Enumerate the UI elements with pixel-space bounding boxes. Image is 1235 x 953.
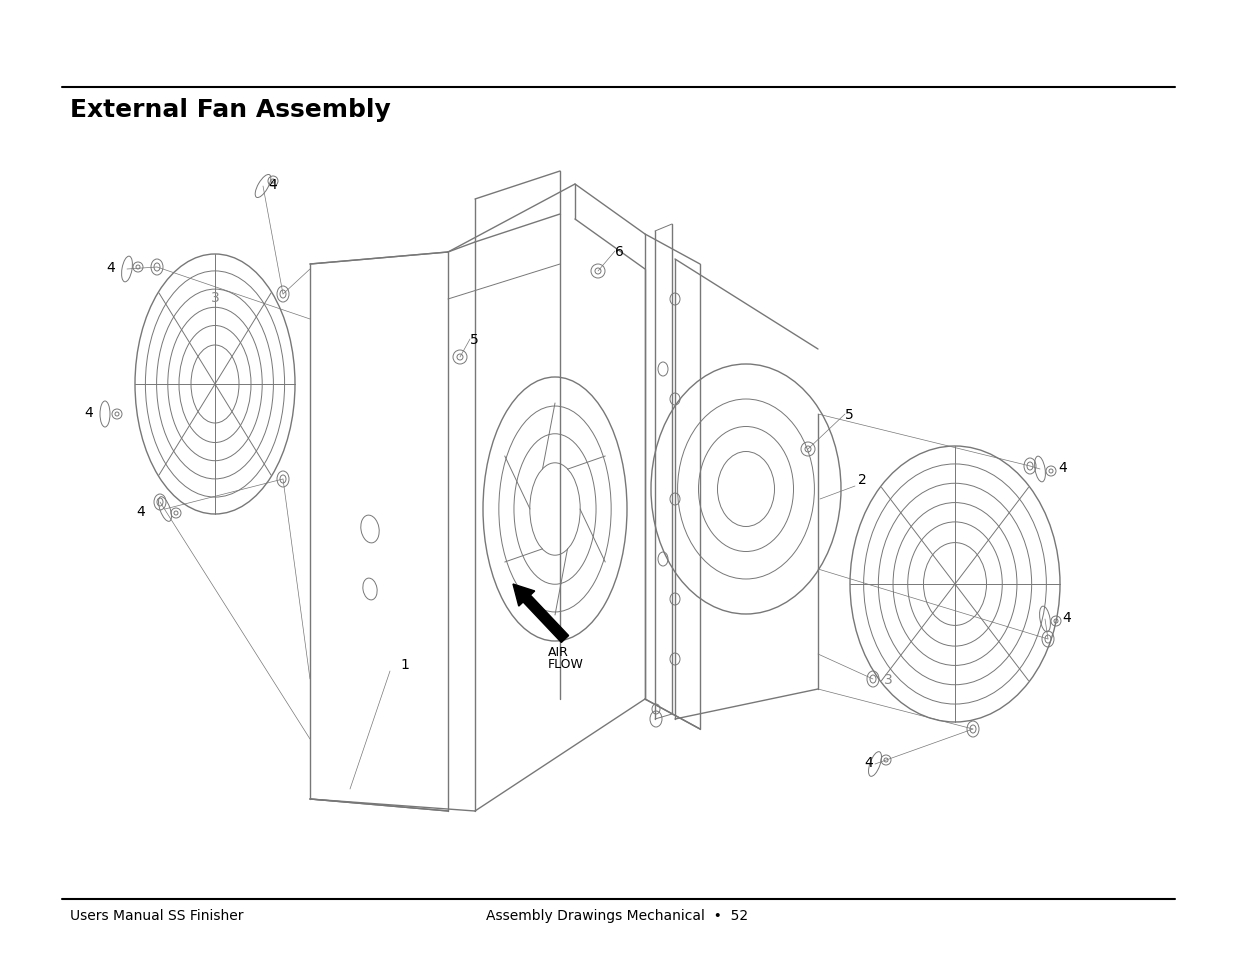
Text: 3: 3 xyxy=(211,291,220,305)
Text: External Fan Assembly: External Fan Assembly xyxy=(70,98,390,122)
Text: 4: 4 xyxy=(136,504,144,518)
Text: 4: 4 xyxy=(864,755,873,769)
Text: 4: 4 xyxy=(1062,610,1071,624)
Text: Users Manual SS Finisher: Users Manual SS Finisher xyxy=(70,908,243,923)
Text: 5: 5 xyxy=(845,408,853,421)
Text: 1: 1 xyxy=(400,658,410,671)
Text: 4: 4 xyxy=(268,178,277,192)
FancyArrow shape xyxy=(513,584,568,642)
Text: 4: 4 xyxy=(106,261,115,274)
Text: 4: 4 xyxy=(1058,460,1067,475)
Text: AIR: AIR xyxy=(548,645,569,658)
Text: 2: 2 xyxy=(857,473,867,486)
Text: Assembly Drawings Mechanical  •  52: Assembly Drawings Mechanical • 52 xyxy=(485,908,748,923)
Text: 6: 6 xyxy=(615,245,624,258)
Text: 5: 5 xyxy=(471,333,479,347)
Text: 3: 3 xyxy=(883,672,893,686)
Text: 4: 4 xyxy=(84,406,93,419)
Text: FLOW: FLOW xyxy=(548,657,584,670)
